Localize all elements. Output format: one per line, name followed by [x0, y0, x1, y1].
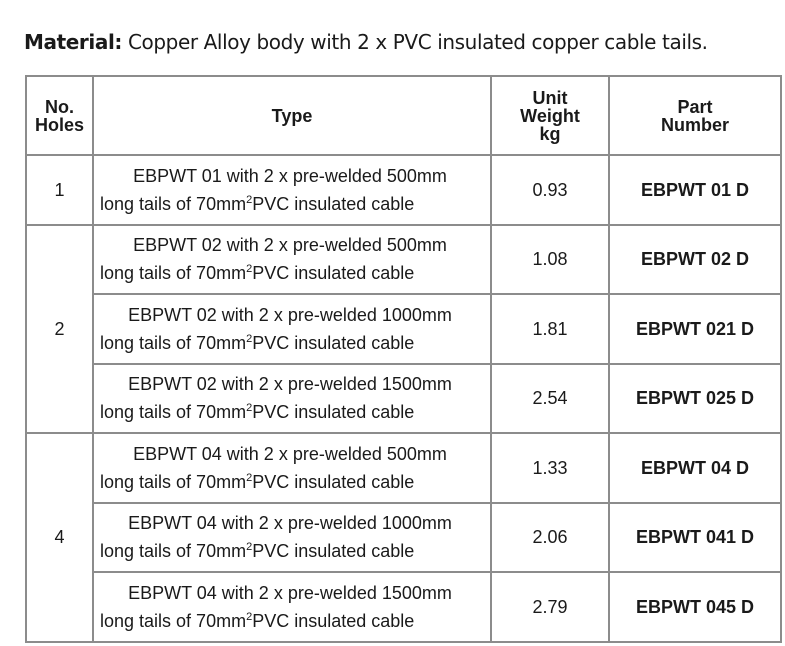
superscript: 2 [246, 332, 253, 345]
weight-cell: 1.08 [490, 223, 610, 295]
type-cell: EBPWT 02 with 2 x pre-welded 500mm long t… [92, 223, 492, 295]
type-text: PVC insulated cable [252, 263, 415, 284]
header-line: Number [660, 114, 729, 135]
weight-cell: 2.06 [490, 501, 610, 573]
type-text: PVC insulated cable [252, 541, 415, 562]
weight-cell: 2.79 [490, 571, 610, 643]
column-header: Part Number [608, 75, 782, 156]
table-row: EBPWT 04 with 2 x pre-welded 1500mm long … [26, 571, 782, 643]
type-text: PVC insulated cable [252, 193, 415, 214]
weight-cell: 2.54 [490, 362, 610, 434]
weight-cell: 0.93 [490, 154, 610, 226]
holes-cell: 2 [25, 223, 94, 434]
type-line: EBPWT 02 with 2 x pre-welded 1500mm [128, 374, 452, 395]
part-cell: EBPWT 02 D [608, 223, 782, 295]
superscript: 2 [246, 471, 253, 484]
superscript: 2 [246, 193, 253, 206]
holes-cell: 1 [25, 154, 94, 226]
column-header: Unit Weight kg [490, 75, 610, 156]
weight-cell: 1.33 [490, 432, 610, 504]
type-cell: EBPWT 04 with 2 x pre-welded 1500mm long … [92, 571, 492, 643]
type-text: PVC insulated cable [252, 402, 415, 423]
superscript: 2 [246, 541, 253, 554]
type-text: long tails of 70mm [100, 332, 247, 353]
part-cell: EBPWT 04 D [608, 432, 782, 504]
type-text: long tails of 70mm [100, 541, 247, 562]
type-cell: EBPWT 02 with 2 x pre-welded 1500mm long … [92, 362, 492, 434]
table-body: 1 EBPWT 01 with 2 x pre-welded 500mm long … [25, 154, 782, 643]
header-row: No. Holes Type Unit Weight kg Part Number [25, 75, 782, 156]
part-cell: EBPWT 041 D [608, 501, 782, 573]
header-line: No. [45, 96, 74, 117]
header-line: Weight [520, 105, 580, 126]
superscript: 2 [246, 402, 253, 415]
product-table: No. Holes Type Unit Weight kg Part Number 1 EBPW… [25, 75, 782, 643]
column-header: Type [92, 75, 492, 156]
table-row: 4 EBPWT 04 with 2 x pre-welded 500mm long … [25, 432, 782, 643]
type-text: PVC insulated cable [252, 332, 415, 353]
table-row: EBPWT 04 with 2 x pre-welded 1000mm long … [26, 501, 782, 573]
part-cell: EBPWT 045 D [608, 571, 782, 643]
part-cell: EBPWT 021 D [608, 293, 782, 365]
header-line: Type [271, 105, 313, 126]
type-text: long tails of 70mm [100, 263, 247, 284]
material-text: Copper Alloy body with 2 x PVC insulated… [127, 30, 708, 54]
type-line: EBPWT 02 with 2 x pre-welded 500mm [133, 235, 447, 256]
column-header: No. Holes [25, 75, 94, 156]
type-line: EBPWT 02 with 2 x pre-welded 1000mm [128, 304, 452, 325]
weight-cell: 1.81 [490, 293, 610, 365]
type-text: long tails of 70mm [100, 610, 247, 631]
superscript: 2 [246, 263, 253, 276]
type-text: long tails of 70mm [100, 471, 247, 492]
part-cell: EBPWT 01 D [608, 154, 782, 226]
material-label: Material: [24, 30, 122, 54]
type-line: EBPWT 04 with 2 x pre-welded 500mm [133, 443, 447, 464]
table-row: EBPWT 02 with 2 x pre-welded 1000mm long … [26, 293, 782, 365]
header-line: Unit [532, 87, 568, 108]
header-line: Holes [34, 114, 85, 135]
type-cell: EBPWT 02 with 2 x pre-welded 1000mm long … [92, 293, 492, 365]
type-cell: EBPWT 04 with 2 x pre-welded 1000mm long … [92, 501, 492, 573]
table-row: 1 EBPWT 01 with 2 x pre-welded 500mm long … [25, 154, 782, 226]
type-text: long tails of 70mm [100, 193, 247, 214]
type-cell: EBPWT 04 with 2 x pre-welded 500mm long t… [92, 432, 492, 504]
table-row: 2 EBPWT 02 with 2 x pre-welded 500mm long … [25, 223, 782, 434]
type-line: EBPWT 04 with 2 x pre-welded 1500mm [128, 582, 452, 603]
part-cell: EBPWT 025 D [608, 362, 782, 434]
type-line: EBPWT 04 with 2 x pre-welded 1000mm [128, 513, 452, 534]
header-line: kg [539, 123, 561, 144]
material-note: Material: Copper Alloy body with 2 x PVC… [24, 30, 708, 54]
type-cell: EBPWT 01 with 2 x pre-welded 500mm long t… [92, 154, 492, 226]
type-text: long tails of 70mm [100, 402, 247, 423]
superscript: 2 [246, 610, 253, 623]
header-line: Part [677, 96, 713, 117]
type-line: EBPWT 01 with 2 x pre-welded 500mm [133, 165, 447, 186]
type-text: PVC insulated cable [252, 471, 415, 492]
table-row: EBPWT 02 with 2 x pre-welded 1500mm long … [26, 362, 782, 434]
holes-cell: 4 [25, 432, 94, 643]
type-text: PVC insulated cable [252, 610, 415, 631]
